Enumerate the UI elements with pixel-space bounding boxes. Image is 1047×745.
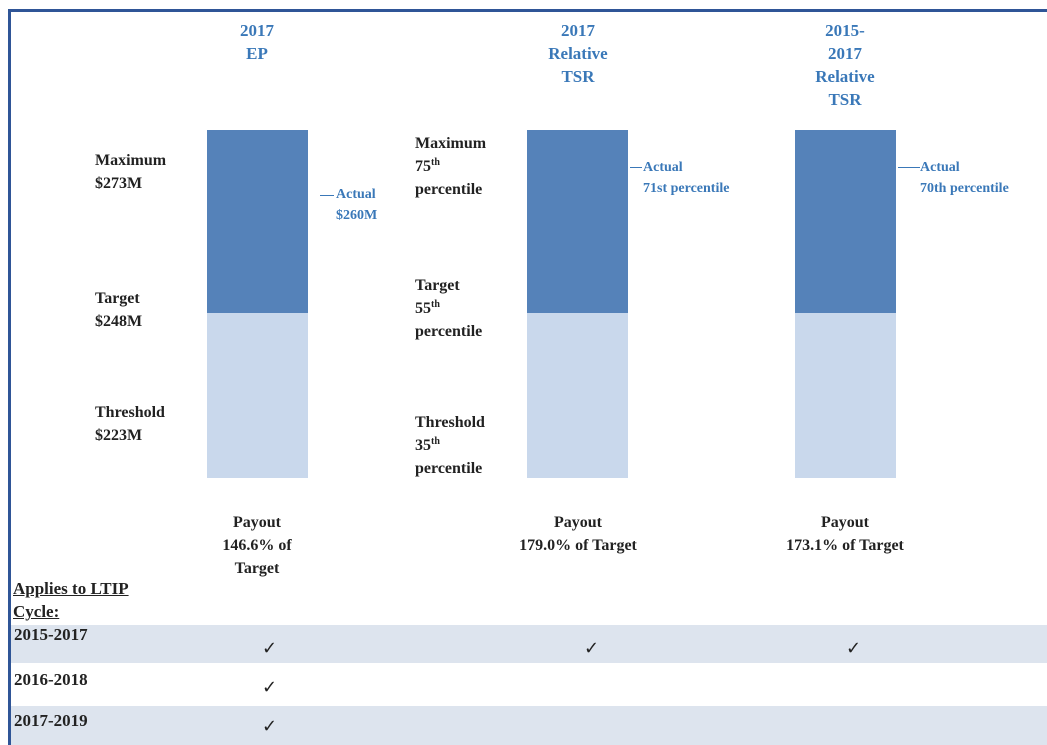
payout: Payout 146.6% of Target	[187, 511, 327, 580]
payout: Payout 173.1% of Target	[745, 511, 945, 557]
actual-label: Actual $260M	[336, 184, 377, 226]
column-heading: 2017 Relative TSR	[513, 19, 643, 88]
payout-line: Payout	[554, 514, 602, 531]
level-name: Target	[95, 290, 140, 307]
column-heading: 2015- 2017 Relative TSR	[780, 19, 910, 111]
payout-line: Target	[234, 560, 280, 577]
bar-lower	[795, 313, 896, 478]
actual-value: 70th percentile	[920, 181, 1009, 196]
rank-suffix: th	[431, 157, 440, 168]
level-value: $273M	[95, 175, 143, 192]
actual-marker	[630, 167, 642, 168]
rank: 75	[415, 158, 431, 175]
rank-suffix: th	[431, 299, 440, 310]
check-mark: ✓	[262, 638, 278, 659]
check-mark: ✓	[846, 638, 862, 659]
heading-line: Relative	[548, 44, 608, 63]
column-heading: 2017 EP	[197, 19, 317, 65]
cycle-label: 2015-2017	[14, 625, 88, 644]
heading-line: TSR	[828, 90, 862, 109]
check-mark: ✓	[262, 716, 278, 737]
heading-line: 2017	[240, 21, 274, 40]
cycle-label: 2017-2019	[14, 711, 88, 730]
heading-line: 2017	[828, 44, 862, 63]
level-name: Target	[415, 277, 460, 294]
level-label: Maximum $273M	[95, 149, 166, 195]
bar-upper	[527, 130, 628, 313]
frame-left	[8, 9, 11, 745]
level-label: Threshold 35th percentile	[415, 411, 485, 480]
level-name: Maximum	[415, 135, 487, 152]
actual-name: Actual	[336, 187, 376, 202]
level-unit: percentile	[415, 323, 483, 340]
bar-lower	[207, 313, 308, 478]
frame-top	[8, 9, 1047, 12]
level-value: $223M	[95, 427, 143, 444]
actual-value: 71st percentile	[643, 181, 730, 196]
actual-label: Actual 71st percentile	[643, 157, 729, 199]
table-heading-line: Cycle:	[13, 602, 60, 621]
level-value: $248M	[95, 313, 143, 330]
row-band	[11, 625, 1047, 663]
rank: 35	[415, 437, 431, 454]
level-label: Threshold $223M	[95, 401, 165, 447]
payout-line: Payout	[821, 514, 869, 531]
payout-line: 146.6% of	[222, 537, 292, 554]
payout-line: 179.0% of Target	[519, 537, 637, 554]
row-band	[11, 706, 1047, 745]
payout-line: Payout	[233, 514, 281, 531]
rank-suffix: th	[431, 436, 440, 447]
level-name: Maximum	[95, 152, 167, 169]
level-name: Threshold	[95, 404, 165, 421]
actual-name: Actual	[643, 160, 683, 175]
payout-line: 173.1% of Target	[786, 537, 904, 554]
rank: 55	[415, 300, 431, 317]
bar-upper	[795, 130, 896, 313]
actual-name: Actual	[920, 160, 960, 175]
level-rank: 55th	[415, 297, 482, 320]
actual-marker	[320, 195, 334, 196]
actual-label: Actual 70th percentile	[920, 157, 1047, 199]
level-label: Target $248M	[95, 287, 142, 333]
actual-marker	[898, 167, 920, 168]
check-mark: ✓	[262, 677, 278, 698]
table-heading-line: Applies to LTIP	[13, 579, 129, 598]
bar-upper	[207, 130, 308, 313]
heading-line: Relative	[815, 67, 875, 86]
level-unit: percentile	[415, 181, 483, 198]
bar-lower	[527, 313, 628, 478]
cycle-label: 2016-2018	[14, 670, 88, 689]
level-label: Maximum 75th percentile	[415, 132, 486, 201]
actual-value: $260M	[336, 208, 378, 223]
heading-line: 2015-	[825, 21, 865, 40]
check-mark: ✓	[584, 638, 600, 659]
level-rank: 75th	[415, 155, 486, 178]
table-heading: Applies to LTIP Cycle:	[13, 577, 129, 623]
heading-line: 2017	[561, 21, 595, 40]
level-label: Target 55th percentile	[415, 274, 482, 343]
payout: Payout 179.0% of Target	[478, 511, 678, 557]
heading-line: EP	[246, 44, 268, 63]
level-unit: percentile	[415, 460, 483, 477]
level-name: Threshold	[415, 414, 485, 431]
level-rank: 35th	[415, 434, 485, 457]
heading-line: TSR	[561, 67, 595, 86]
